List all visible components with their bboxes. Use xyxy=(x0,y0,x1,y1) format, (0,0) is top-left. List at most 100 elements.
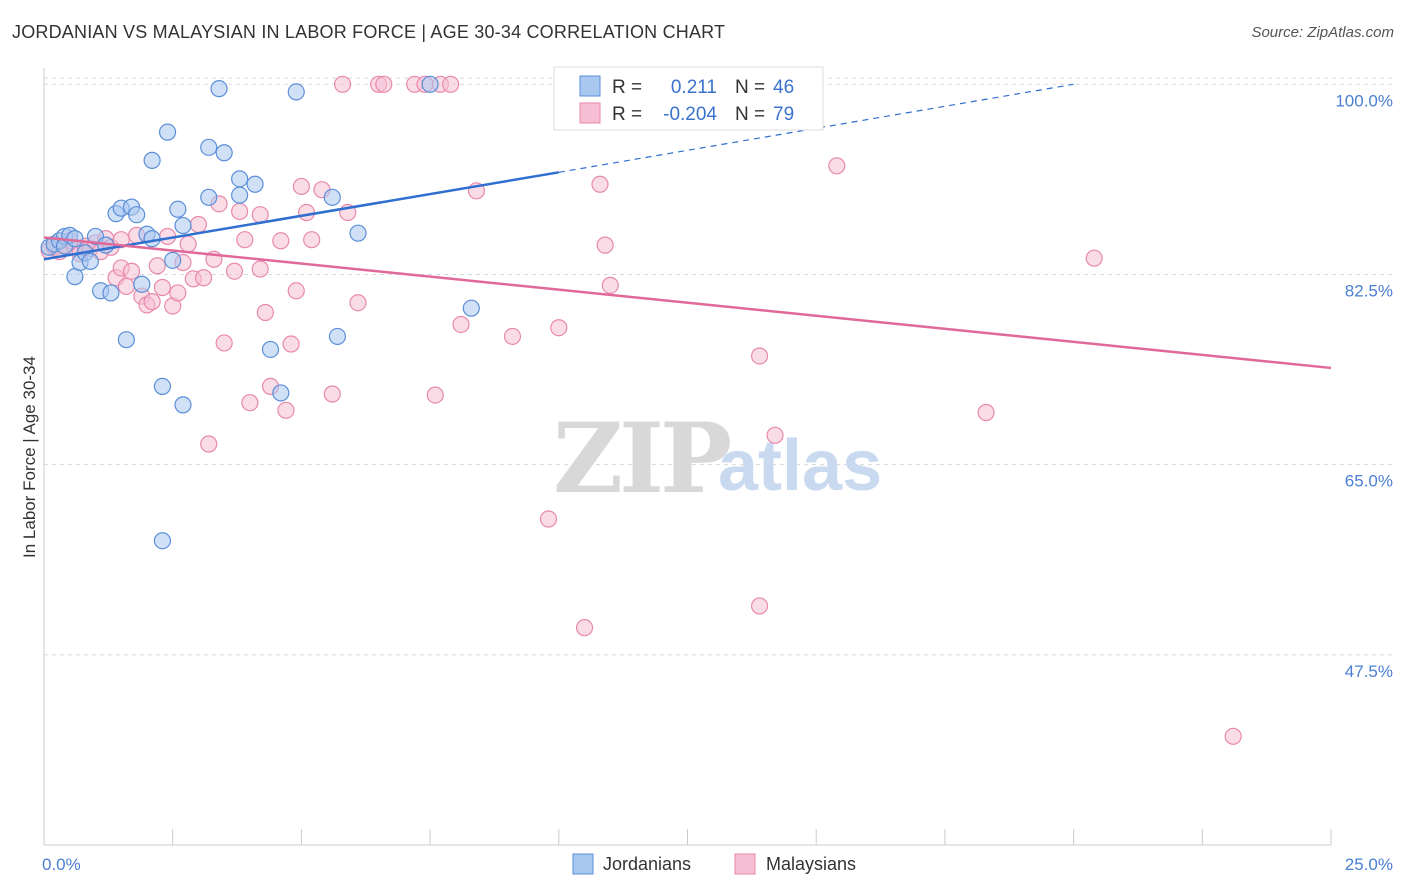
jordanian-point xyxy=(174,216,192,235)
jordanian-point xyxy=(462,299,480,317)
bottom-legend-jordanian-swatch xyxy=(572,853,594,875)
jordanian-point xyxy=(421,75,439,93)
malaysian-point xyxy=(591,175,609,193)
legend-r-label-malaysian: R = xyxy=(612,104,642,125)
chart-title: JORDANIAN VS MALAYSIAN IN LABOR FORCE | … xyxy=(12,22,726,42)
jordanian-trend-line xyxy=(43,171,560,261)
malaysian-point xyxy=(194,269,213,287)
malaysian-point xyxy=(452,315,470,334)
x-axis-tick-labels: 0.0% 25.0% xyxy=(42,855,1393,874)
y-tick-label: 82.5% xyxy=(1345,281,1393,300)
malaysian-point xyxy=(601,276,619,294)
jordanian-point xyxy=(117,331,135,349)
x-axis-ticks xyxy=(43,829,1332,845)
malaysian-point xyxy=(143,293,161,311)
legend-r-label-jordanian: R = xyxy=(612,77,642,98)
jordanian-point xyxy=(231,170,249,188)
malaysian-point xyxy=(148,257,166,275)
watermark-atlas: atlas xyxy=(718,426,882,506)
jordanian-point xyxy=(153,377,172,396)
bottom-legend-malaysian-swatch xyxy=(734,853,756,875)
malaysian-point xyxy=(596,236,614,254)
jordanian-point xyxy=(164,251,182,269)
x-tick-label: 25.0% xyxy=(1345,855,1393,874)
malaysian-point xyxy=(442,75,460,93)
malaysian-point xyxy=(251,206,269,224)
source-credit: Source: ZipAtlas.com xyxy=(1251,24,1394,41)
malaysian-point xyxy=(251,260,269,278)
stats-legend: R = 0.211 N = 46 R = -0.204 N = 79 xyxy=(553,66,824,131)
malaysian-point xyxy=(828,157,846,175)
bottom-legend-malaysians: Malaysians xyxy=(766,854,856,874)
malaysian-point xyxy=(550,319,568,337)
watermark-zip: ZIP xyxy=(553,402,730,515)
malaysian-point xyxy=(303,231,321,249)
jordanian-point xyxy=(81,252,99,271)
malaysian-point xyxy=(231,202,249,221)
malaysian-point xyxy=(277,401,295,419)
malaysian-point xyxy=(297,203,316,222)
jordanian-point xyxy=(133,275,151,293)
jordanian-point xyxy=(200,188,218,206)
jordanian-point xyxy=(210,80,228,98)
jordanian-point xyxy=(272,384,290,402)
jordanian-point xyxy=(66,230,84,248)
malaysian-trend-line xyxy=(43,236,1332,370)
legend-n-value-jordanian: 46 xyxy=(773,77,794,98)
malaysian-point xyxy=(750,597,769,615)
jordanian-point xyxy=(287,83,305,101)
malaysian-point xyxy=(349,294,367,312)
jordanian-point xyxy=(143,230,161,248)
jordanian-point xyxy=(349,224,367,242)
malaysian-point xyxy=(292,177,310,196)
jordanian-point xyxy=(102,284,120,302)
malaysian-point xyxy=(122,262,141,280)
jordanian-point xyxy=(246,175,264,193)
malaysian-point xyxy=(256,303,274,322)
malaysian-point xyxy=(272,232,290,250)
jordanian-point xyxy=(261,340,280,359)
y-axis-title: In Labor Force | Age 30-34 xyxy=(20,356,39,558)
jordanian-point xyxy=(200,138,218,156)
malaysian-point xyxy=(575,619,594,637)
legend-n-label-jordanian: N = xyxy=(735,77,765,98)
jordanian-point xyxy=(231,186,249,204)
jordanian-point xyxy=(128,206,146,224)
jordanian-point xyxy=(158,123,177,141)
malaysian-swatch xyxy=(579,102,601,124)
malaysian-point xyxy=(225,262,244,280)
grid-lines xyxy=(44,77,1394,656)
bottom-legend: Jordanians Malaysians xyxy=(572,853,856,875)
jordanian-point xyxy=(323,188,341,206)
malaysian-point xyxy=(241,394,259,412)
jordanian-swatch xyxy=(579,75,601,97)
malaysian-point xyxy=(169,284,187,302)
malaysian-point xyxy=(1085,249,1103,267)
malaysian-point xyxy=(503,327,522,346)
malaysian-point xyxy=(539,510,558,528)
malaysian-point xyxy=(287,282,305,300)
malaysian-point xyxy=(977,403,995,422)
legend-n-value-malaysian: 79 xyxy=(773,104,794,125)
jordanian-point xyxy=(169,200,187,218)
bottom-legend-jordanians: Jordanians xyxy=(603,854,691,874)
jordanian-point xyxy=(143,151,161,169)
jordanian-point xyxy=(215,144,233,162)
jordanian-point xyxy=(328,327,347,346)
malaysian-point xyxy=(215,334,233,352)
malaysian-point xyxy=(375,75,393,93)
y-axis-tick-labels: 100.0% 82.5% 65.0% 47.5% xyxy=(1335,91,1393,681)
y-tick-label: 65.0% xyxy=(1345,472,1393,491)
y-tick-label: 100.0% xyxy=(1335,91,1393,110)
malaysian-point xyxy=(333,75,352,93)
malaysian-point xyxy=(189,215,208,234)
trend-lines xyxy=(43,83,1332,370)
malaysian-point xyxy=(766,426,784,444)
malaysian-point xyxy=(282,335,300,353)
malaysian-point xyxy=(750,347,769,365)
malaysian-point xyxy=(323,385,341,403)
malaysian-point xyxy=(426,386,444,404)
legend-r-value-jordanian: 0.211 xyxy=(671,77,717,98)
malaysian-point xyxy=(117,277,135,296)
